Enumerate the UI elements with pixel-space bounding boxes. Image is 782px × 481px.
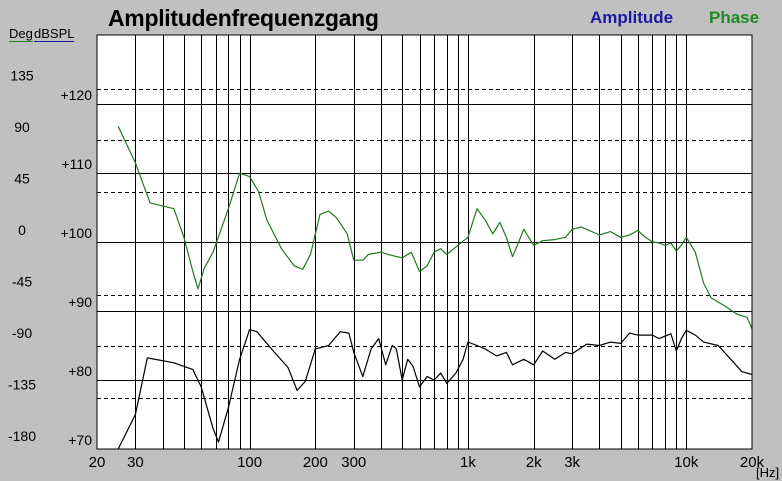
y-label-amplitude: +70: [68, 432, 92, 448]
phase-curve: [117, 126, 753, 330]
x-tick-label: 30: [127, 454, 144, 471]
amplitude-unit-label: dBSPL: [34, 26, 75, 42]
x-tick-label: 200: [303, 454, 328, 471]
curves: [117, 126, 753, 450]
phase-unit-label: Deg: [9, 26, 33, 42]
x-tick-label: 1k: [460, 454, 476, 471]
amplitude-curve: [117, 329, 753, 450]
y-label-phase: 45: [14, 171, 30, 187]
plot-border: [96, 34, 753, 450]
y-label-phase: 0: [18, 222, 26, 238]
x-tick-label: 2k: [526, 454, 542, 471]
x-tick-label: 300: [341, 454, 366, 471]
legend-amplitude: Amplitude: [590, 8, 674, 27]
x-tick-label: 20: [89, 454, 106, 471]
legend-phase: Phase: [709, 8, 760, 27]
y-label-amplitude: +90: [68, 294, 92, 310]
y-label-amplitude: +110: [62, 156, 93, 172]
x-tick-label: 3k: [564, 454, 580, 471]
chart-title: Amplitudenfrequenzgang: [108, 5, 379, 31]
y-label-phase: 90: [14, 119, 30, 135]
y-label-phase: -45: [12, 274, 32, 290]
y-label-amplitude: +80: [68, 363, 92, 379]
x-tick-label: 10k: [674, 454, 699, 471]
y-label-phase: -180: [8, 428, 36, 444]
y-axis-labels: 135 90 45 0 -45 -90 -135 -180 +120 +110 +100 +90 +80…: [8, 68, 92, 449]
y-label-phase: -135: [8, 377, 36, 393]
x-axis-labels: 20 30 100 200 300 1k 2k 3k 10k 20k: [89, 454, 765, 471]
x-tick-label: 20k: [740, 454, 765, 471]
y-label-amplitude: +120: [60, 87, 92, 103]
x-unit-label: [Hz]: [756, 465, 780, 480]
y-label-amplitude: +100: [60, 225, 92, 241]
y-label-phase: -90: [12, 325, 32, 341]
y-label-phase: 135: [10, 68, 34, 84]
grid: [97, 35, 752, 449]
x-tick-label: 100: [237, 454, 262, 471]
